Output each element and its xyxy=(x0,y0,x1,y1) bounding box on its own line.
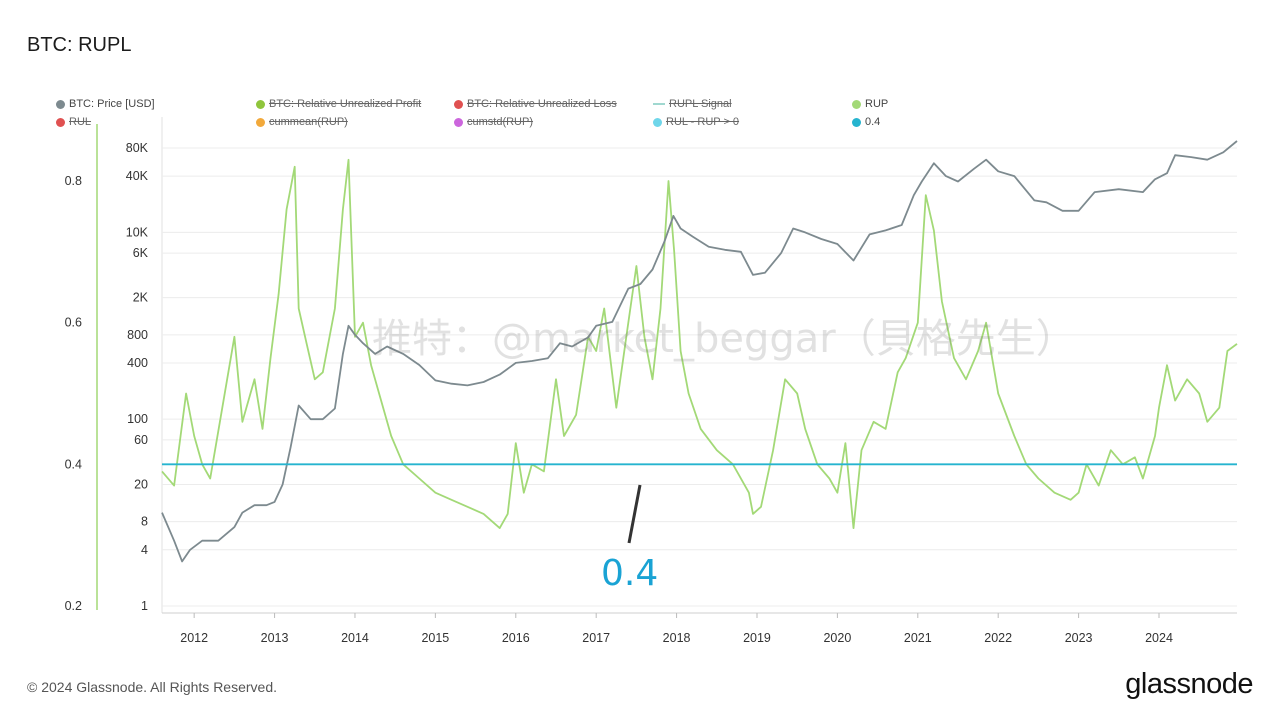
right-axis-tick-label: 20 xyxy=(134,477,148,491)
legend-marker-icon xyxy=(256,117,265,127)
legend-marker-icon xyxy=(256,99,265,109)
legend-item[interactable]: RUL xyxy=(56,116,91,128)
x-axis-tick-label: 2013 xyxy=(261,631,289,645)
x-axis-tick-label: 2023 xyxy=(1065,631,1093,645)
right-axis-tick-label: 100 xyxy=(127,412,148,426)
copyright-footer: © 2024 Glassnode. All Rights Reserved. xyxy=(27,679,278,695)
legend-item[interactable]: RUL - RUP > 0 xyxy=(653,116,739,128)
legend-marker-icon xyxy=(852,99,861,109)
legend-item[interactable]: cumstd(RUP) xyxy=(454,116,533,128)
series-line xyxy=(161,158,1238,529)
right-axis-tick-label: 400 xyxy=(127,356,148,370)
right-axis-tick-label: 60 xyxy=(134,433,148,447)
x-axis-tick-label: 2018 xyxy=(663,631,691,645)
legend-label: RUP xyxy=(865,98,889,110)
x-axis-tick-label: 2012 xyxy=(180,631,208,645)
legend-label: BTC: Relative Unrealized Loss xyxy=(467,98,617,110)
brand-logo: glassnode xyxy=(1125,668,1253,700)
annotation-label: 0.4 xyxy=(601,553,659,594)
left-axis-tick-label: 0.8 xyxy=(65,174,82,188)
right-axis-tick-label: 1 xyxy=(141,599,148,613)
x-axis-tick-label: 2017 xyxy=(582,631,610,645)
right-axis-tick-label: 4 xyxy=(141,543,148,557)
right-axis-tick-label: 2K xyxy=(133,291,149,305)
watermark-text: 推特：@market_beggar（貝格先生） xyxy=(372,316,1076,362)
legend-label: RUL - RUP > 0 xyxy=(666,116,740,128)
x-axis-tick-label: 2020 xyxy=(823,631,851,645)
left-axis-tick-label: 0.6 xyxy=(65,316,82,330)
legend-item[interactable]: BTC: Relative Unrealized Profit xyxy=(256,98,421,110)
right-axis-tick-label: 6K xyxy=(133,246,149,260)
legend-label: cumstd(RUP) xyxy=(467,116,534,128)
legend-label: BTC: Price [USD] xyxy=(69,98,155,110)
legend-label: RUPL Signal xyxy=(669,98,732,110)
legend-label: 0.4 xyxy=(865,116,881,128)
legend-item[interactable]: BTC: Relative Unrealized Loss xyxy=(454,98,617,110)
right-axis-tick-label: 10K xyxy=(126,225,149,239)
x-axis-tick-label: 2022 xyxy=(984,631,1012,645)
chart-legend: BTC: Price [USD] BTC: Relative Unrealized… xyxy=(56,98,1256,132)
x-axis-tick-label: 2016 xyxy=(502,631,530,645)
x-axis-tick-label: 2024 xyxy=(1145,631,1173,645)
right-axis-tick-label: 8 xyxy=(141,515,148,529)
legend-item[interactable]: cummean(RUP) xyxy=(256,116,348,128)
x-axis-tick-label: 2014 xyxy=(341,631,369,645)
annotation-pointer xyxy=(627,484,642,544)
legend-item[interactable]: RUP xyxy=(852,98,888,110)
right-axis-tick-label: 80K xyxy=(126,141,149,155)
x-axis-tick-label: 2021 xyxy=(904,631,932,645)
legend-item[interactable]: BTC: Price [USD] xyxy=(56,98,155,110)
left-axis-tick-label: 0.2 xyxy=(65,599,82,613)
right-axis-tick-label: 800 xyxy=(127,328,148,342)
left-axis-tick-label: 0.4 xyxy=(65,457,82,471)
legend-item[interactable]: 0.4 xyxy=(852,116,880,128)
legend-marker-icon xyxy=(454,99,463,109)
right-axis-tick-label: 40K xyxy=(126,169,149,183)
chart-title: BTC: RUPL xyxy=(27,34,132,56)
legend-label: cummean(RUP) xyxy=(269,116,348,128)
legend-label: RUL xyxy=(69,116,92,128)
legend-marker-icon xyxy=(852,117,861,127)
x-axis-tick-label: 2015 xyxy=(421,631,449,645)
legend-label: BTC: Relative Unrealized Profit xyxy=(269,98,422,110)
legend-item[interactable]: RUPL Signal xyxy=(653,98,732,110)
series-line xyxy=(161,140,1238,563)
x-axis-tick-label: 2019 xyxy=(743,631,771,645)
legend-marker-icon xyxy=(56,117,65,127)
legend-marker-icon xyxy=(653,103,665,105)
legend-marker-icon xyxy=(56,99,65,109)
legend-marker-icon xyxy=(653,117,662,127)
legend-marker-icon xyxy=(454,117,463,127)
